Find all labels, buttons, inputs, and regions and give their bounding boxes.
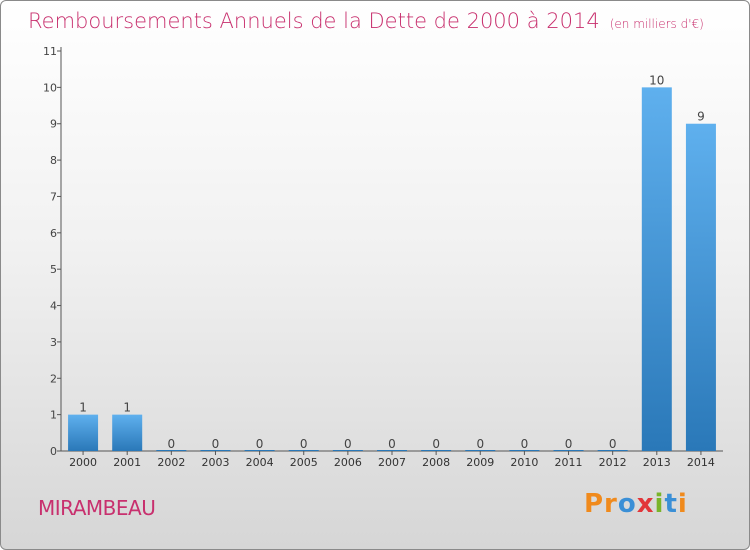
bar bbox=[68, 414, 99, 451]
y-tick-label: 2 bbox=[50, 372, 57, 385]
data-label: 9 bbox=[697, 110, 705, 124]
y-tick-label: 6 bbox=[50, 227, 57, 240]
x-tick-label: 2008 bbox=[422, 456, 450, 469]
y-tick-label: 7 bbox=[50, 190, 57, 203]
x-tick-label: 2004 bbox=[246, 456, 274, 469]
y-tick-label: 10 bbox=[43, 81, 57, 94]
x-tick-label: 2006 bbox=[334, 456, 362, 469]
bar bbox=[244, 450, 275, 451]
data-label: 0 bbox=[212, 437, 220, 451]
y-tick-label: 9 bbox=[50, 118, 57, 131]
bar bbox=[377, 450, 407, 451]
y-tick-label: 11 bbox=[43, 45, 57, 58]
data-label: 0 bbox=[521, 437, 529, 451]
y-tick-label: 0 bbox=[50, 445, 57, 458]
bar bbox=[332, 450, 363, 451]
bar bbox=[156, 450, 187, 451]
x-tick-label: 2000 bbox=[69, 456, 97, 469]
x-tick-label: 2007 bbox=[378, 456, 406, 469]
x-tick-label: 2009 bbox=[466, 456, 494, 469]
x-tick-label: 2014 bbox=[687, 456, 715, 469]
bar bbox=[465, 450, 496, 451]
data-label: 0 bbox=[256, 437, 264, 451]
y-tick-label: 3 bbox=[50, 336, 57, 349]
x-tick-label: 2010 bbox=[510, 456, 538, 469]
data-label: 0 bbox=[565, 437, 573, 451]
data-label: 0 bbox=[388, 437, 396, 451]
chart-title-unit: (en milliers d'€) bbox=[609, 17, 704, 31]
bar bbox=[112, 414, 143, 451]
data-label: 10 bbox=[649, 73, 664, 87]
y-tick-label: 5 bbox=[50, 263, 57, 276]
bar bbox=[641, 87, 672, 451]
data-label: 0 bbox=[432, 437, 440, 451]
chart-title-main: Remboursements Annuels de la Dette de 20… bbox=[28, 9, 600, 33]
y-tick-label: 4 bbox=[50, 300, 57, 313]
chart-title: Remboursements Annuels de la Dette de 20… bbox=[28, 9, 704, 33]
x-tick-label: 2012 bbox=[599, 456, 627, 469]
data-label: 0 bbox=[344, 437, 352, 451]
x-tick-label: 2005 bbox=[290, 456, 318, 469]
x-tick-label: 2002 bbox=[157, 456, 185, 469]
data-label: 0 bbox=[476, 437, 484, 451]
bar bbox=[553, 450, 584, 451]
x-tick-label: 2013 bbox=[643, 456, 671, 469]
proxiti-logo: Proxiti bbox=[584, 489, 688, 519]
x-tick-label: 2011 bbox=[555, 456, 583, 469]
y-tick-label: 8 bbox=[50, 154, 57, 167]
bar bbox=[421, 450, 452, 451]
commune-name: MIRAMBEAU bbox=[38, 496, 156, 520]
x-tick-label: 2003 bbox=[201, 456, 229, 469]
bar bbox=[288, 450, 319, 451]
bar bbox=[200, 450, 231, 451]
data-label: 1 bbox=[79, 401, 87, 415]
bar bbox=[597, 450, 628, 451]
bar bbox=[509, 450, 540, 451]
data-label: 0 bbox=[609, 437, 617, 451]
data-label: 1 bbox=[123, 401, 131, 415]
data-label: 0 bbox=[168, 437, 176, 451]
x-tick-label: 2001 bbox=[113, 456, 141, 469]
bar bbox=[685, 123, 716, 452]
data-label: 0 bbox=[300, 437, 308, 451]
y-tick-label: 1 bbox=[50, 409, 57, 422]
